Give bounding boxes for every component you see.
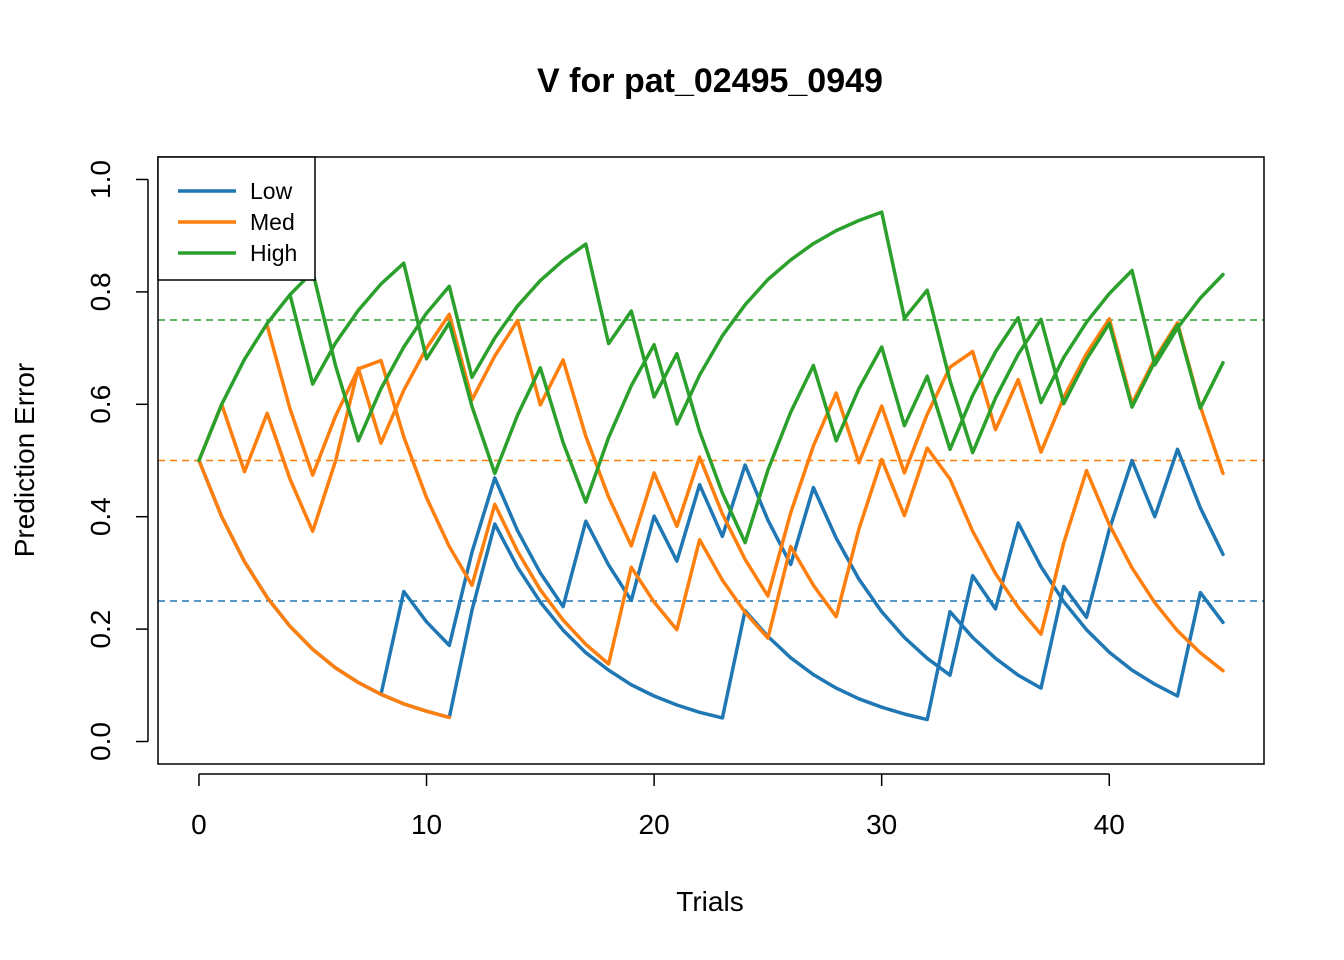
y-tick-label: 0.8 <box>85 272 116 311</box>
x-tick-label: 20 <box>639 809 670 840</box>
series-line-med <box>197 458 452 720</box>
y-tick-label: 0.0 <box>85 722 116 761</box>
x-tick-label: 0 <box>191 809 207 840</box>
y-tick-label: 0.4 <box>85 497 116 536</box>
legend-label-med: Med <box>250 209 295 235</box>
y-tick-label: 0.6 <box>85 385 116 424</box>
y-tick-label: 1.0 <box>85 160 116 199</box>
series-line-med <box>197 312 1225 598</box>
series-lines <box>197 210 1225 722</box>
x-axis: 0 10 20 30 40 <box>191 773 1125 840</box>
legend-label-low: Low <box>250 178 293 204</box>
x-tick-label: 40 <box>1094 809 1125 840</box>
series-line-med <box>265 323 1225 673</box>
series-line-high <box>288 210 1225 504</box>
plot-frame <box>157 156 1265 765</box>
legend-box <box>157 156 316 281</box>
y-tick-label: 0.2 <box>85 610 116 649</box>
chart-title: V for pat_02495_0949 <box>537 62 883 100</box>
y-axis: 0.0 0.2 0.4 0.6 0.8 1.0 <box>85 160 149 761</box>
legend-label-high: High <box>250 240 297 266</box>
x-tick-label: 30 <box>866 809 897 840</box>
series-line-high <box>197 242 1225 545</box>
x-tick-label: 10 <box>411 809 442 840</box>
y-axis-label: Prediction Error <box>9 363 40 558</box>
x-axis-label: Trials <box>676 886 743 917</box>
legend: Low Med High <box>157 156 316 281</box>
series-line-low <box>379 447 1225 722</box>
